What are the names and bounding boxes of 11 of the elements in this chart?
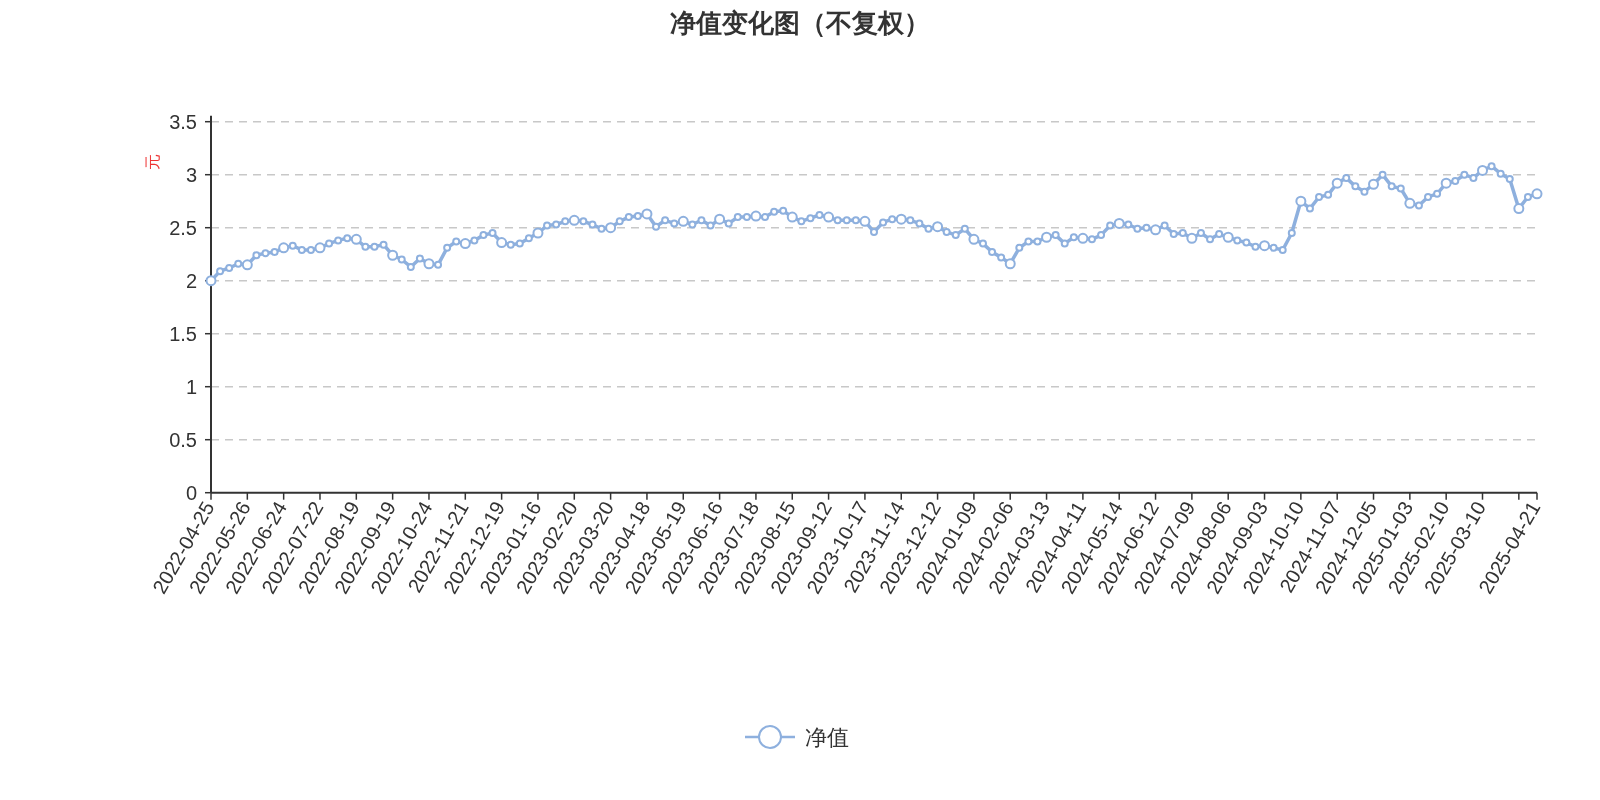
y-tick-label: 1.5: [169, 322, 197, 345]
y-tick-label: 0: [185, 481, 197, 504]
y-tick-label: 2.5: [169, 216, 197, 239]
y-tick-label: 3.5: [169, 110, 197, 133]
y-tick-label: 2: [185, 269, 197, 292]
legend-label: 净值: [805, 725, 849, 750]
chart-title: 净值变化图（不复权）: [670, 8, 930, 38]
y-tick-label: 1: [185, 375, 197, 398]
y-tick-label: 3: [185, 163, 197, 186]
y-axis-title: 元: [144, 153, 161, 170]
y-tick-label: 0.5: [169, 428, 197, 451]
